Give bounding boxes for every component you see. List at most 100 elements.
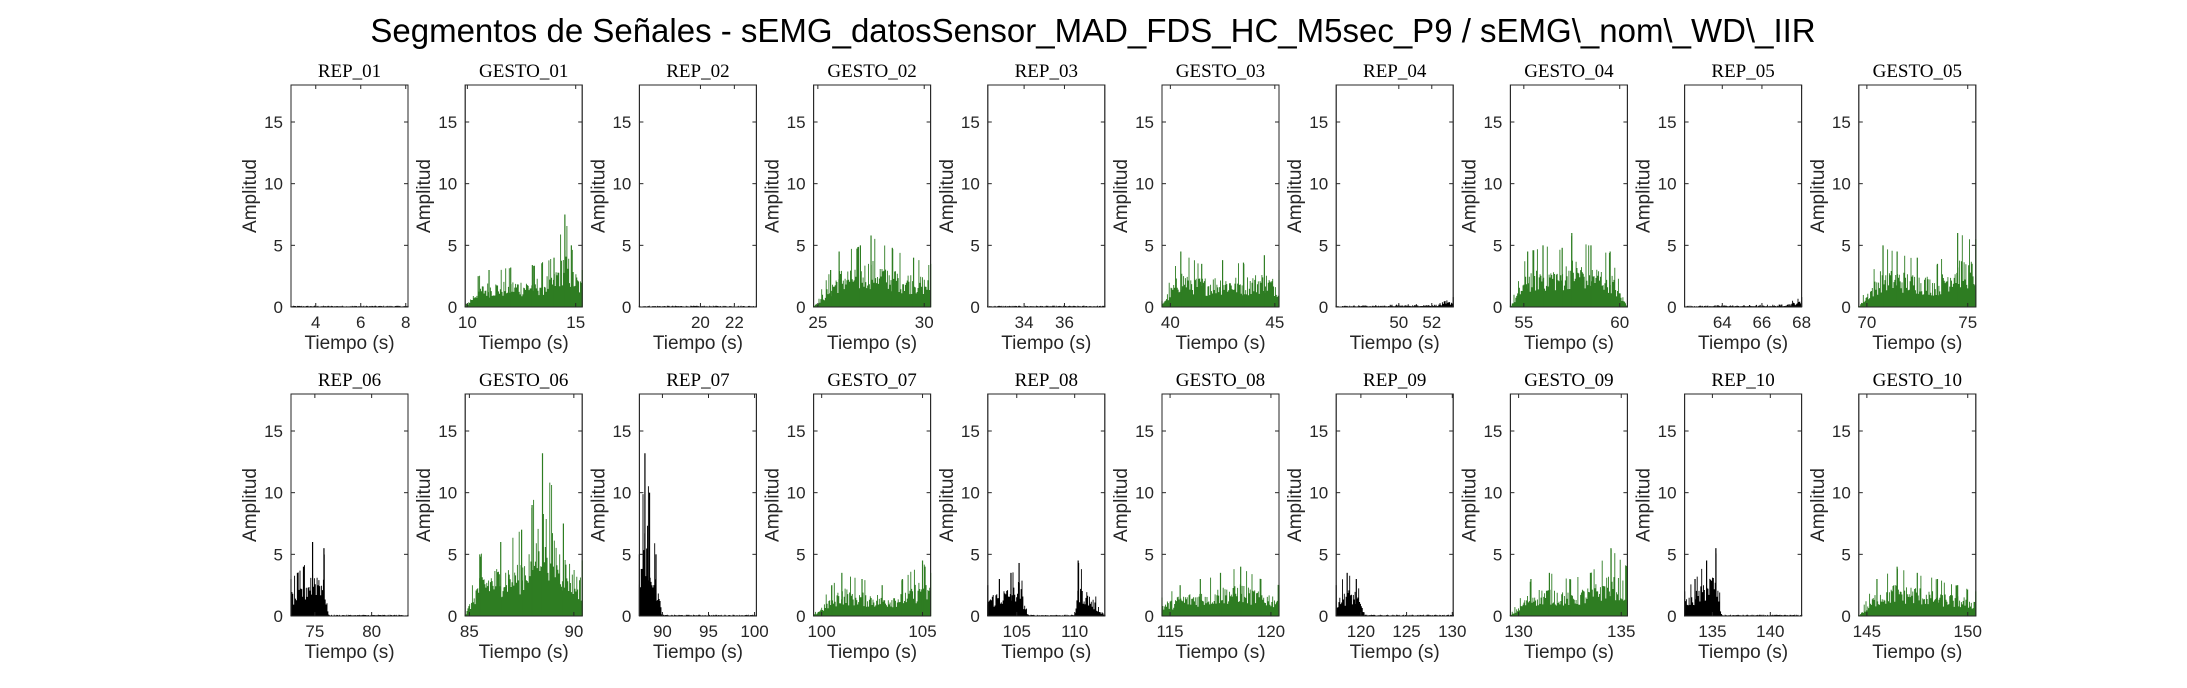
x-tick-label: 60 bbox=[1610, 313, 1629, 332]
y-tick-label: 15 bbox=[1309, 422, 1328, 441]
plot-border bbox=[1684, 84, 1803, 308]
x-tick-label: 105 bbox=[908, 622, 936, 641]
subplot-gesto_01: 0 5 10 15 10 15 GESTO_01 Tiempo (s) Amplitud bbox=[414, 61, 585, 354]
x-axis-label: Tiempo (s) bbox=[479, 642, 569, 663]
y-tick-label: 10 bbox=[1309, 175, 1328, 194]
y-tick-label: 10 bbox=[1135, 484, 1154, 503]
subplot-title: REP_02 bbox=[666, 61, 729, 82]
y-tick-label: 10 bbox=[961, 175, 980, 194]
y-tick-label: 10 bbox=[787, 484, 806, 503]
y-axis-label: Amplitud bbox=[414, 468, 435, 542]
y-tick-label: 15 bbox=[612, 422, 631, 441]
y-tick-label: 0 bbox=[1841, 298, 1850, 317]
y-tick-label: 10 bbox=[1309, 484, 1328, 503]
y-tick-label: 5 bbox=[1319, 545, 1328, 564]
signal-trace bbox=[1509, 233, 1629, 307]
x-tick-label: 25 bbox=[808, 313, 827, 332]
subplot-rep_01: 0 5 10 15 4 6 8 REP_01 Tiempo (s) Amplitud bbox=[240, 61, 410, 354]
y-tick-label: 15 bbox=[961, 113, 980, 132]
signal-trace bbox=[1509, 548, 1629, 616]
subplot-gesto_07: 0 5 10 15 100 105 GESTO_07 Tiempo (s) Amplitud bbox=[763, 370, 937, 663]
subplot-title: REP_09 bbox=[1363, 370, 1426, 391]
y-tick-label: 10 bbox=[612, 484, 631, 503]
y-tick-label: 0 bbox=[1667, 298, 1676, 317]
x-tick-label: 85 bbox=[460, 622, 479, 641]
y-tick-label: 5 bbox=[970, 545, 979, 564]
y-tick-label: 5 bbox=[1319, 236, 1328, 255]
x-tick-label: 90 bbox=[564, 622, 583, 641]
y-tick-label: 5 bbox=[1841, 236, 1850, 255]
y-tick-label: 15 bbox=[787, 422, 806, 441]
plot-border bbox=[1858, 84, 1977, 308]
y-tick-label: 0 bbox=[1667, 607, 1676, 626]
y-tick-label: 5 bbox=[1493, 545, 1502, 564]
plot-area bbox=[813, 393, 932, 617]
subplot-title: GESTO_09 bbox=[1524, 370, 1613, 391]
y-axis-label: Amplitud bbox=[588, 468, 609, 542]
y-tick-label: 10 bbox=[787, 175, 806, 194]
plot-area bbox=[1161, 84, 1280, 308]
x-tick-label: 40 bbox=[1161, 313, 1180, 332]
y-tick-label: 5 bbox=[796, 545, 805, 564]
x-tick-label: 100 bbox=[807, 622, 835, 641]
y-tick-label: 15 bbox=[961, 422, 980, 441]
subplot-title: REP_01 bbox=[318, 61, 381, 82]
x-tick-label: 15 bbox=[566, 313, 585, 332]
y-tick-label: 15 bbox=[264, 422, 283, 441]
y-tick-label: 15 bbox=[1658, 422, 1677, 441]
y-tick-label: 5 bbox=[970, 236, 979, 255]
y-tick-label: 15 bbox=[438, 422, 457, 441]
subplot-title: GESTO_06 bbox=[479, 370, 568, 391]
x-tick-label: 120 bbox=[1347, 622, 1375, 641]
y-tick-label: 15 bbox=[1309, 113, 1328, 132]
x-tick-label: 55 bbox=[1514, 313, 1533, 332]
x-axis-label: Tiempo (s) bbox=[1175, 642, 1265, 663]
x-tick-label: 110 bbox=[1061, 622, 1088, 641]
plot-area bbox=[638, 84, 757, 308]
subplot-rep_08: 0 5 10 15 105 110 REP_08 Tiempo (s) Amplitud bbox=[937, 370, 1106, 663]
subplot-gesto_09: 0 5 10 15 130 135 GESTO_09 Tiempo (s) Amplitud bbox=[1459, 370, 1635, 663]
y-tick-label: 15 bbox=[1658, 113, 1677, 132]
y-axis-label: Amplitud bbox=[1459, 159, 1480, 233]
plot-border bbox=[638, 84, 757, 308]
y-tick-label: 10 bbox=[264, 484, 283, 503]
plot-area bbox=[1509, 393, 1628, 617]
y-tick-label: 15 bbox=[1135, 113, 1154, 132]
x-axis-label: Tiempo (s) bbox=[827, 333, 917, 354]
y-axis-label: Amplitud bbox=[763, 468, 784, 542]
x-axis-label: Tiempo (s) bbox=[653, 642, 743, 663]
x-tick-label: 130 bbox=[1504, 622, 1532, 641]
y-axis-label: Amplitud bbox=[588, 159, 609, 233]
plot-area bbox=[290, 84, 409, 308]
y-axis-label: Amplitud bbox=[1111, 468, 1132, 542]
y-tick-label: 15 bbox=[1483, 113, 1502, 132]
x-tick-label: 20 bbox=[691, 313, 710, 332]
subplot-gesto_02: 0 5 10 15 25 30 GESTO_02 Tiempo (s) Amplitud bbox=[763, 61, 934, 354]
y-axis-label: Amplitud bbox=[1808, 468, 1829, 542]
subplot-title: REP_06 bbox=[318, 370, 381, 391]
y-tick-label: 5 bbox=[274, 236, 283, 255]
x-tick-label: 135 bbox=[1698, 622, 1726, 641]
y-axis-label: Amplitud bbox=[1634, 159, 1655, 233]
plot-border bbox=[987, 393, 1106, 617]
figure-title: Segmentos de Señales - sEMG_datosSensor_… bbox=[370, 12, 1815, 49]
subplot-rep_05: 0 5 10 15 64 66 68 REP_05 Tiempo (s) Amplitud bbox=[1634, 61, 1811, 354]
y-tick-label: 5 bbox=[796, 236, 805, 255]
plot-area bbox=[290, 393, 409, 617]
plot-border bbox=[1509, 393, 1628, 617]
plot-border bbox=[1509, 84, 1628, 308]
y-tick-label: 10 bbox=[1832, 175, 1851, 194]
x-axis-label: Tiempo (s) bbox=[304, 642, 394, 663]
x-tick-label: 50 bbox=[1389, 313, 1408, 332]
y-tick-label: 5 bbox=[448, 236, 457, 255]
plot-border bbox=[290, 393, 409, 617]
plot-border bbox=[638, 393, 757, 617]
y-tick-label: 0 bbox=[448, 298, 457, 317]
y-tick-label: 15 bbox=[1135, 422, 1154, 441]
x-tick-label: 75 bbox=[305, 622, 324, 641]
y-tick-label: 10 bbox=[1135, 175, 1154, 194]
y-tick-label: 5 bbox=[622, 545, 631, 564]
y-tick-label: 10 bbox=[1483, 484, 1502, 503]
